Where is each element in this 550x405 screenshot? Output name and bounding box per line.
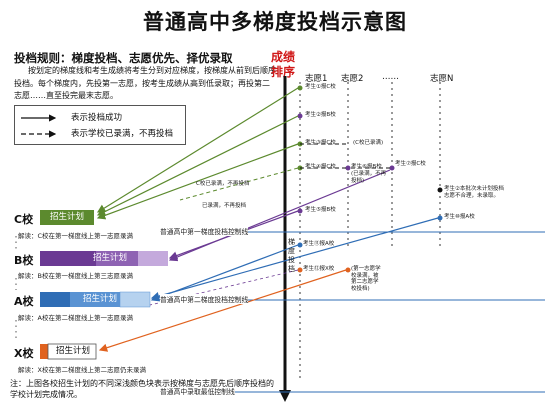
rule-text: 按划定的梯度线和考生成绩将考生分到对应梯度，按梯度从前到后顺序投档。每个梯度内，… xyxy=(14,66,276,100)
dot-n xyxy=(437,187,443,193)
label-s2: 考生②报B校 xyxy=(305,112,336,118)
x-school-name: X校 xyxy=(14,347,34,360)
arrow-s2-c xyxy=(96,115,299,216)
vertical-label: 梯度投档 xyxy=(288,238,295,273)
b-school-plan-bar-2 xyxy=(96,251,138,266)
student-dots xyxy=(297,85,443,273)
legend-dashed-label: 表示学校已录满，不再投档 xyxy=(71,129,174,139)
label-s10: 考生⑩报A校 xyxy=(444,214,475,220)
b-school-explain: 解读：B校在第一梯度线上第三志愿录满 xyxy=(18,272,133,280)
c-school-plan-label: 招生计划 xyxy=(49,212,84,222)
a-school-explain: 解读：A校在第二梯度线上第一志愿录满 xyxy=(18,314,133,322)
column-header-3: …… xyxy=(382,72,399,82)
rule-title: 投档规则：梯度投档、志愿优先、择优录取 xyxy=(14,51,233,65)
arrow-s3-c xyxy=(96,143,299,220)
b-school-plan-label: 招生计划 xyxy=(92,253,127,263)
b-school-plan-bar-3 xyxy=(138,251,168,266)
footnote: 注：上图各校招生计划的不同深浅颜色块表示按梯度与志愿先后顺序投档的学校计划完成情… xyxy=(10,379,274,399)
legend: 表示投档成功 表示学校已录满，不再投档 xyxy=(14,105,186,145)
dot-s10 xyxy=(437,215,443,221)
label-n-note: 考生②本批次未计划投档志愿不合理，未录取。 xyxy=(444,186,504,199)
b-school-plan-bar-1 xyxy=(40,251,96,266)
line-tier2-label: 普通高中第二梯度投档控制线 xyxy=(160,294,249,304)
x-school-plan-label: 招生计划 xyxy=(55,346,90,356)
label-s1: 考生①报C校 xyxy=(305,84,336,90)
c-school-name: C校 xyxy=(14,213,34,226)
dot-s2 xyxy=(297,113,303,119)
x-school-plan-bar-2 xyxy=(47,343,97,360)
column-header-2: 志愿2 xyxy=(341,74,364,84)
line-min-label: 普通高中录取最低控制线 xyxy=(160,386,235,396)
dot-s7 xyxy=(389,165,395,171)
label-s12: 考生⑫报X校 xyxy=(303,266,335,272)
a-school-plan-bar-2 xyxy=(70,292,120,307)
dot-s12 xyxy=(297,267,303,273)
label-s4: 考生④报C校 xyxy=(305,164,336,170)
legend-solid-label: 表示投档成功 xyxy=(71,113,123,123)
rank-arrow-head xyxy=(279,390,291,402)
arrow-s7-b xyxy=(168,169,391,262)
label-s7: 考生⑦报C校 xyxy=(395,161,426,167)
label-c-full: C校已录满，不再投档 xyxy=(196,181,250,187)
dot-s1 xyxy=(297,85,303,91)
dot-s5 xyxy=(297,208,303,214)
arrow-s12-x xyxy=(98,269,347,352)
arrow-s4-c-dashed xyxy=(179,167,299,201)
a-school-plan-label: 招生计划 xyxy=(82,294,117,304)
line-tier1-label: 普通高中第一梯度投档控制线 xyxy=(160,226,249,236)
a-school-plan-bar-1 xyxy=(40,292,70,307)
label-s3-note: (C校已录满) xyxy=(353,140,384,146)
label-c-full2: 已录满，不再投档 xyxy=(202,203,247,209)
a-school-plan-bar-3 xyxy=(119,291,151,308)
label-s12-note: (第一志愿学校录满，被第二志愿学校投档) xyxy=(351,266,381,292)
legend-lines xyxy=(21,114,57,138)
column-guides xyxy=(299,82,441,380)
dot-s6 xyxy=(345,165,351,171)
label-s6: 考生⑥报B校 xyxy=(351,164,382,170)
arrow-s11-a xyxy=(150,244,299,302)
column-header-n: 志愿N xyxy=(430,74,454,84)
label-s5: 考生⑤报B校 xyxy=(305,207,336,213)
x-school-explain: 解读：X校在第二梯度线上第二志愿仍未录满 xyxy=(18,366,146,374)
column-header-1: 志愿1 xyxy=(305,74,328,84)
arrow-s1-c xyxy=(96,87,299,213)
c-school-explain: 解读：C校在第一梯度线上第一志愿录满 xyxy=(18,232,134,240)
page-title: 普通高中多梯度投档示意图 xyxy=(143,10,407,34)
rank-label: 成绩排序 xyxy=(270,50,295,79)
a-school-name: A校 xyxy=(14,295,34,308)
dot-s13 xyxy=(345,267,351,273)
x-school-plan-bar-1 xyxy=(40,344,48,359)
b-school-name: B校 xyxy=(14,254,34,267)
label-s3: 考生③报C校 xyxy=(305,140,336,146)
label-s11: 考生⑪报A校 xyxy=(303,241,335,247)
label-s8-note: (已录满，不再投档) xyxy=(351,171,387,184)
arrow-s10-a xyxy=(150,217,439,301)
c-school-plan-bar xyxy=(40,210,94,225)
dot-s11 xyxy=(297,242,303,248)
